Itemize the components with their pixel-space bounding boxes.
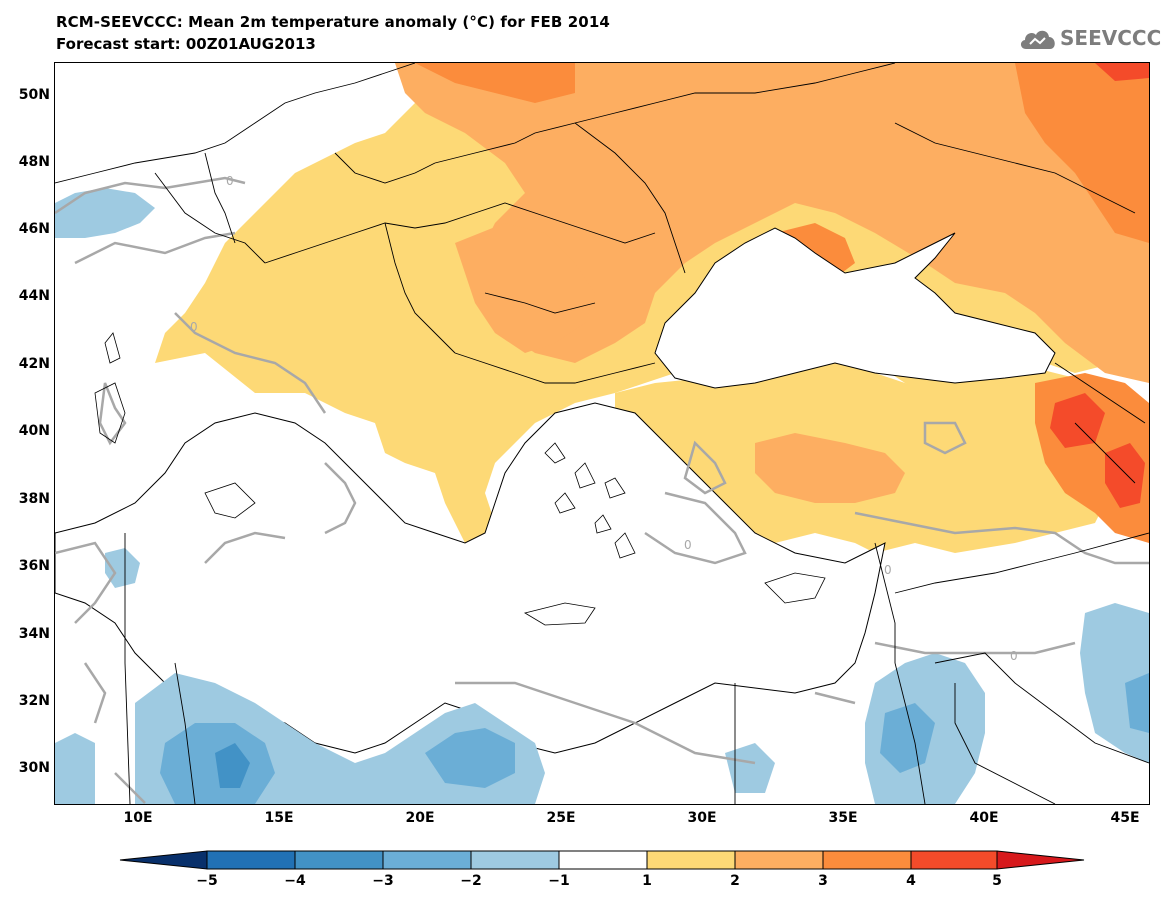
anomaly-blue-egypt [725, 743, 775, 793]
lat-label-34n: 34N [18, 626, 50, 642]
colorbar-label-2: 2 [730, 873, 740, 889]
contour-label: 0 [684, 538, 692, 552]
anomaly-blue-alps [55, 188, 155, 238]
seevccc-logo: SEEVCCC [1018, 24, 1161, 52]
colorbar-over-triangle [996, 850, 1085, 870]
anomaly-orange-balkans [455, 223, 595, 353]
anomaly-map [55, 63, 1149, 804]
country-borders [55, 63, 1149, 804]
lat-label-44n: 44N [18, 288, 50, 304]
mediterranean-sea [55, 402, 886, 754]
lat-label-36n: 36N [18, 558, 50, 574]
colorbar-bin-7 [734, 850, 824, 870]
anomaly-mid-blue-east [1125, 673, 1149, 733]
colorbar-label-m1: −1 [548, 873, 570, 889]
anomaly-red-caucasus [1050, 393, 1105, 448]
zero-contours [55, 176, 1149, 804]
anomaly-dark-orange-northeast [415, 63, 575, 103]
lon-label-40e: 40E [969, 810, 999, 826]
colorbar [119, 850, 1085, 870]
map-title: RCM-SEEVCCC: Mean 2m temperature anomaly… [56, 13, 610, 31]
lon-label-35e: 35E [828, 810, 858, 826]
colorbar-bin-6 [646, 850, 736, 870]
colorbar-label-m5: −5 [196, 873, 218, 889]
anomaly-red-ne-corner [1095, 63, 1149, 81]
anomaly-dark-orange-east [1015, 63, 1149, 243]
anomaly-mid-blue-jordan [880, 703, 935, 773]
lat-label-48n: 48N [18, 154, 50, 170]
cloud-icon [1020, 30, 1055, 49]
anomaly-blue-small [55, 733, 95, 804]
lon-label-15e: 15E [264, 810, 294, 826]
logo-text: SEEVCCC [1060, 26, 1162, 50]
forecast-start: Forecast start: 00Z01AUG2013 [56, 35, 316, 53]
colorbar-label-4: 4 [906, 873, 916, 889]
lat-label-46n: 46N [18, 221, 50, 237]
colorbar-bin-8 [822, 850, 912, 870]
colorbar-label-m3: −3 [372, 873, 394, 889]
anomaly-blue-algeria [105, 548, 140, 588]
anomaly-orange-turkey [755, 433, 905, 503]
colorbar-label-m4: −4 [284, 873, 306, 889]
lon-label-10e: 10E [123, 810, 153, 826]
contour-label: 0 [226, 174, 234, 188]
contour-label: 0 [190, 320, 198, 334]
colorbar-label-5: 5 [992, 873, 1002, 889]
colorbar-label-3: 3 [818, 873, 828, 889]
colorbar-bin-5 [558, 850, 648, 870]
lon-label-25e: 25E [546, 810, 576, 826]
anomaly-red-east [1105, 443, 1145, 508]
colorbar-bin-4 [470, 850, 560, 870]
lon-label-20e: 20E [405, 810, 435, 826]
lat-label-40n: 40N [18, 423, 50, 439]
lon-label-30e: 30E [687, 810, 717, 826]
colorbar-label-1: 1 [642, 873, 652, 889]
black-sea [654, 227, 1056, 389]
colorbar-bin-3 [382, 850, 472, 870]
colorbar-bin-2 [294, 850, 384, 870]
colorbar-bin-9 [910, 850, 998, 870]
map-area [54, 62, 1150, 805]
lat-label-32n: 32N [18, 693, 50, 709]
island-coastlines [94, 332, 826, 626]
contour-label: 0 [884, 563, 892, 577]
colorbar-under-triangle [119, 850, 208, 870]
anomaly-blue-core-libya [215, 743, 250, 788]
contour-label: 0 [1010, 649, 1018, 663]
lon-label-45e: 45E [1110, 810, 1140, 826]
lat-label-50n: 50N [18, 87, 50, 103]
anomaly-mid-blue-libya-east [425, 728, 515, 788]
lat-label-38n: 38N [18, 491, 50, 507]
colorbar-bin-1 [206, 850, 296, 870]
lat-label-42n: 42N [18, 356, 50, 372]
colorbar-label-m2: −2 [460, 873, 482, 889]
lat-label-30n: 30N [18, 760, 50, 776]
